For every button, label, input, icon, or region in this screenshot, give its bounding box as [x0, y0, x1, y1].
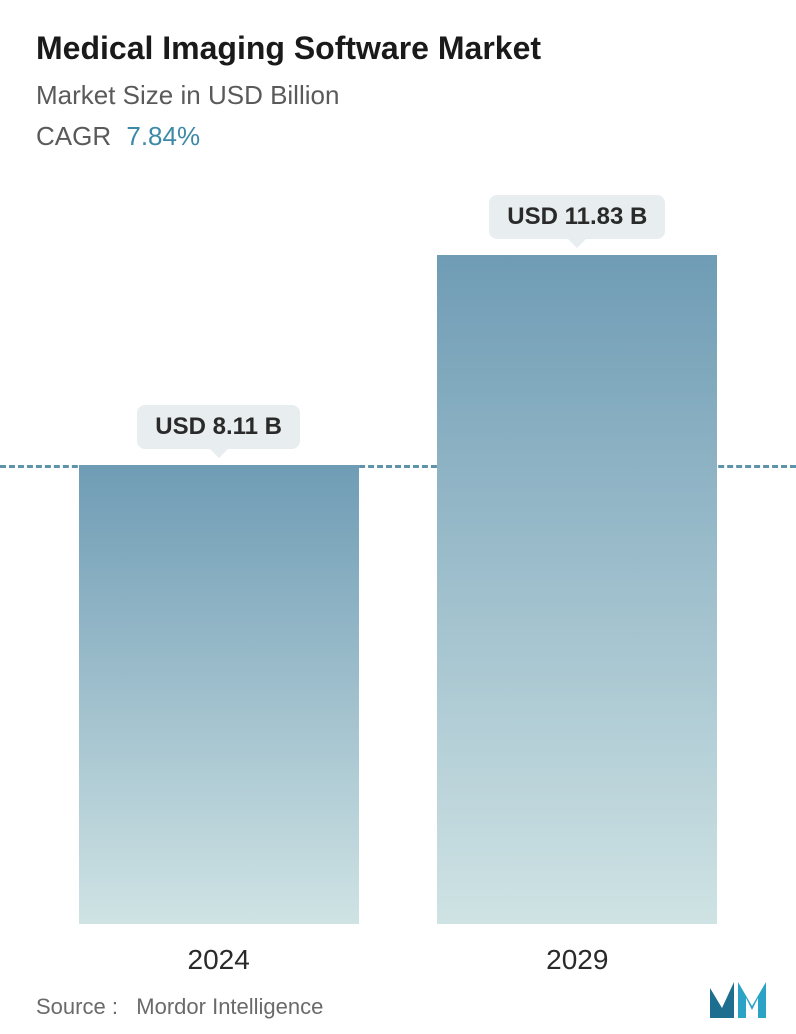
brand-logo-icon	[708, 980, 772, 1020]
cagr-label: CAGR	[36, 121, 111, 151]
chart-subtitle: Market Size in USD Billion	[36, 80, 760, 111]
bar-group: USD 8.11 B	[79, 195, 359, 924]
value-badge: USD 8.11 B	[137, 405, 300, 449]
x-axis-label: 2024	[79, 944, 359, 976]
cagr-row: CAGR 7.84%	[36, 121, 760, 152]
x-axis-label: 2029	[437, 944, 717, 976]
header: Medical Imaging Software Market Market S…	[0, 0, 796, 152]
value-badge: USD 11.83 B	[489, 195, 665, 239]
cagr-value: 7.84%	[126, 121, 200, 151]
source-attribution: Source : Mordor Intelligence	[36, 994, 323, 1020]
bar	[437, 255, 717, 924]
chart-title: Medical Imaging Software Market	[36, 28, 760, 68]
x-axis-labels: 2024 2029	[0, 944, 796, 976]
footer: Source : Mordor Intelligence	[36, 980, 772, 1020]
bars-container: USD 8.11 B USD 11.83 B	[0, 195, 796, 924]
bar	[79, 465, 359, 924]
bar-group: USD 11.83 B	[437, 195, 717, 924]
source-name: Mordor Intelligence	[136, 994, 323, 1019]
chart-area: USD 8.11 B USD 11.83 B	[0, 195, 796, 924]
source-prefix: Source :	[36, 994, 118, 1019]
